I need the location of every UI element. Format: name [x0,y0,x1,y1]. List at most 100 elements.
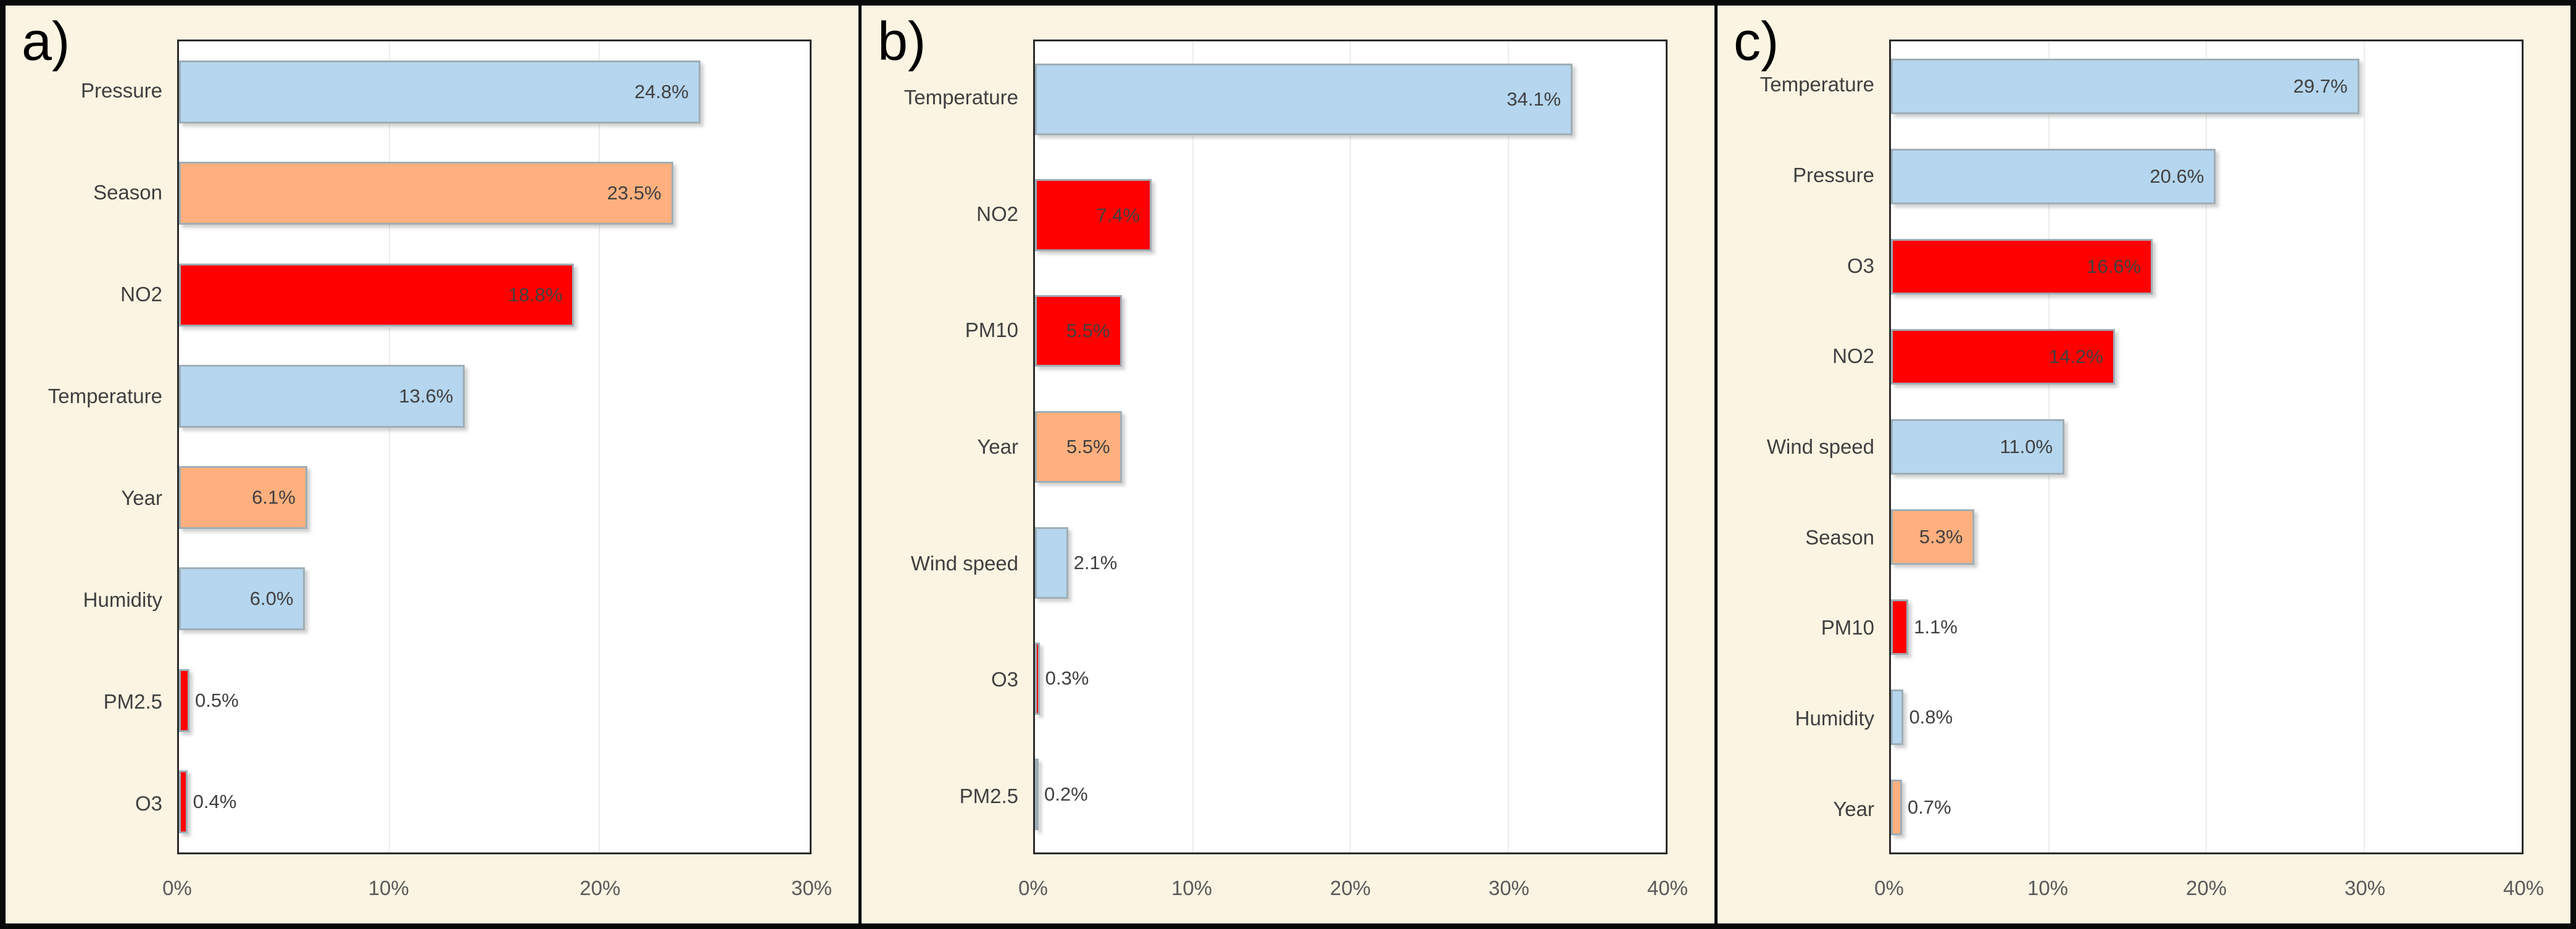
bar-value-label: 11.0% [2000,435,2053,457]
axis-tick-label: 20% [1329,877,1371,899]
bar: 24.8% [179,60,700,124]
bar-value-label: 24.8% [634,81,689,103]
panel-b: b) Temperature NO2 PM10 Year Wind speed O3 PM2… [858,6,1714,923]
bar-row: 5.5% [1035,389,1666,505]
axis-tick-label: 30% [1488,877,1530,899]
bar-row: 7.4% [1035,157,1666,273]
category-label: Humidity [83,588,162,611]
x-axis: 0% 10% 20% 30% 40% [1018,854,1688,923]
bar-row: 6.1% [179,447,810,548]
bar-value-label: 5.5% [1066,320,1110,342]
bar: 5.3% [1891,509,1975,565]
bar-value-label: 5.3% [1919,525,1963,548]
category-label: Wind speed [910,551,1018,575]
bar-value-label: 23.5% [607,182,662,204]
bar-value-label: 14.2% [2048,345,2103,367]
bar-row: 34.1% [1035,41,1666,157]
bar-row: 5.3% [1891,492,2522,582]
bar-value-label: 5.5% [1066,436,1110,458]
panel-b-letter: b) [878,10,926,72]
panel-a-letter: a) [22,10,70,72]
axis-tick-label: 40% [1647,877,1689,899]
bar: 5.5% [1035,295,1122,367]
bar-row: 24.8% [179,41,810,143]
category-labels: Pressure Season NO2 Temperature Year Humidity… [6,40,177,854]
category-label: NO2 [976,202,1018,225]
category-label: NO2 [1832,344,1874,368]
axis-tick-label: 10% [1171,877,1213,899]
bar-row: 13.6% [179,346,810,447]
bar-row: 20.6% [1891,131,2522,222]
bar: 23.5% [179,162,673,225]
category-label: Year [977,435,1018,459]
bar-value-label: 18.8% [508,283,563,306]
bar-value-label: 16.6% [2087,255,2142,277]
bar: 20.6% [1891,148,2216,205]
panel-c: c) Temperature Pressure O3 NO2 Wind speed Sea… [1714,6,2570,923]
bar: 16.6% [1891,238,2153,295]
category-label: O3 [1847,254,1874,277]
gridline [2363,41,2365,852]
bar-row: 0.8% [1891,672,2522,762]
bar: 11.0% [1891,419,2065,475]
bar-row: 0.7% [1891,762,2522,852]
bar: 18.8% [179,263,575,327]
bar-row: 11.0% [1891,402,2522,492]
bar-row: 29.7% [1891,41,2522,131]
plot-area: 24.8% 23.5% 18.8% 13.6% 6.1% 6.0% 0.5% 0.4% [177,40,812,854]
category-label: Pressure [1792,164,1874,186]
bar-row: 14.2% [1891,312,2522,402]
bar-value-label: 29.7% [2293,75,2348,97]
bar: 14.2% [1891,328,2115,385]
axis-tick-label: 0% [1874,877,1904,899]
bar-row: 0.5% [179,650,810,751]
bar-row: 16.6% [1891,222,2522,312]
bar: 7.4% [1035,179,1152,251]
bar-value-label: 34.1% [1506,88,1561,110]
axis-tick-label: 30% [2344,877,2386,899]
bar-row: 2.1% [1035,505,1666,621]
category-label: Season [93,180,162,204]
bar: 0.8% [1891,689,1953,746]
bar-row: 0.2% [1035,736,1666,852]
x-axis: 0% 10% 20% 30% [162,854,832,923]
bar: 29.7% [1891,58,2359,115]
bar-value-label: 0.2% [1044,783,1088,806]
gridline [599,41,600,852]
gridline [1507,41,1509,852]
axis-tick-label: 20% [580,877,621,899]
bar: 0.4% [179,770,236,833]
gridline [2206,41,2207,852]
bar-value-label: 0.4% [193,790,237,812]
axis-tick-label: 10% [2027,877,2069,899]
gridline [1192,41,1194,852]
category-label: O3 [135,791,162,815]
category-label: Humidity [1795,707,1874,730]
axis-tick-label: 20% [2185,877,2227,899]
bar-value-label: 0.7% [1907,796,1951,818]
bar-row: 6.0% [179,548,810,649]
category-label: PM2.5 [103,689,162,713]
bar: 1.1% [1891,599,1958,656]
category-label: Wind speed [1766,435,1874,459]
panel-a: a) Pressure Season NO2 Temperature Year Humid… [6,6,858,923]
axis-tick-label: 0% [1018,877,1048,899]
bar: 6.1% [179,466,307,530]
bar: 34.1% [1035,63,1573,136]
category-label: PM10 [965,319,1018,342]
bar: 0.7% [1891,779,1951,836]
axis-tick-label: 10% [368,877,409,899]
bar: 13.6% [179,364,465,428]
category-label: O3 [991,668,1018,691]
bar-value-label: 7.4% [1096,204,1141,226]
plot-area: 34.1% 7.4% 5.5% 5.5% 2.1% 0.3% 0.2% [1033,40,1668,854]
gridline [1350,41,1351,852]
bar-row: 23.5% [179,143,810,244]
bar: 0.3% [1035,643,1089,715]
category-label: Season [1805,525,1874,549]
category-label: Year [121,486,162,509]
category-label: NO2 [120,282,162,306]
bar-value-label: 6.0% [249,588,294,610]
bar-value-label: 6.1% [252,486,296,509]
